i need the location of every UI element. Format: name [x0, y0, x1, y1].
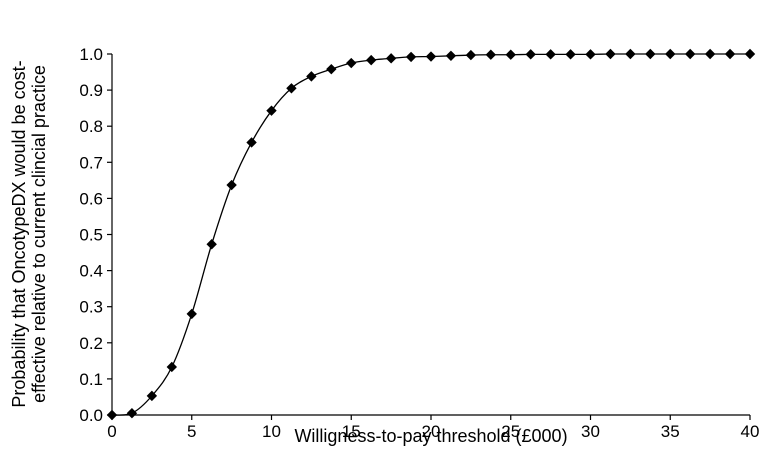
series [106, 48, 756, 421]
data-point-marker [665, 48, 676, 60]
y-tick-label: 0.4 [79, 262, 103, 281]
data-point-marker [425, 51, 437, 62]
data-point-marker [525, 49, 536, 60]
x-tick-label: 35 [661, 422, 680, 441]
data-point-marker [545, 49, 556, 60]
data-point-marker [684, 48, 696, 60]
data-point-marker [266, 105, 277, 116]
y-tick-label: 0.7 [79, 153, 103, 172]
data-point-marker [465, 49, 477, 61]
data-point-marker [605, 48, 616, 60]
x-tick-label: 0 [107, 422, 116, 441]
data-point-marker [206, 239, 217, 250]
data-point-marker [306, 71, 317, 82]
x-axis-label: Willigness-to-pay threshold (£000) [294, 426, 567, 446]
data-point-marker [365, 54, 377, 66]
data-point-marker [146, 390, 158, 402]
x-tick-label: 25 [501, 422, 520, 441]
y-tick-label: 0.3 [79, 298, 103, 317]
y-tick-label: 1.0 [79, 45, 103, 64]
y-axis-ticks: 0.0 0.1 0.2 0.3 0.4 0.5 0.6 0.7 0.8 0.9 1.0 [79, 45, 112, 425]
data-point-marker [445, 50, 457, 62]
data-point-marker [106, 409, 118, 421]
data-point-marker [166, 361, 178, 373]
x-axis-ticks: 0 5 10 15 20 25 30 35 40 [107, 415, 759, 441]
x-tick-label: 20 [422, 422, 441, 441]
data-point-marker [286, 83, 297, 94]
data-point-marker [485, 49, 497, 60]
data-point-marker [385, 53, 397, 64]
y-tick-label: 0.2 [79, 334, 103, 353]
x-tick-label: 5 [187, 422, 196, 441]
data-point-marker [226, 179, 237, 191]
axes [111, 54, 750, 416]
data-point-marker [505, 49, 516, 60]
data-point-marker [744, 48, 756, 60]
y-axis-label-line-2: effective relative to current clincial p… [29, 65, 49, 403]
y-tick-label: 0.0 [79, 406, 103, 425]
y-tick-label: 0.5 [79, 226, 103, 245]
y-tick-label: 0.1 [79, 370, 103, 389]
y-tick-label: 0.9 [79, 81, 103, 100]
data-point-marker [246, 137, 257, 148]
y-axis-label-line-1: Probability that OncotypeDX would be cos… [9, 60, 29, 407]
data-point-marker [724, 48, 736, 60]
x-tick-label: 30 [581, 422, 600, 441]
x-tick-label: 15 [342, 422, 361, 441]
x-tick-label: 10 [262, 422, 281, 441]
y-tick-label: 0.8 [79, 117, 103, 136]
data-point-marker [704, 48, 716, 60]
data-point-marker [565, 49, 576, 60]
data-point-marker [625, 48, 636, 60]
data-point-marker [126, 407, 138, 419]
data-point-marker [326, 63, 337, 75]
x-tick-label: 40 [741, 422, 760, 441]
data-point-marker [585, 49, 596, 60]
data-point-marker [645, 48, 656, 60]
y-axis-label: Probability that OncotypeDX would be cos… [9, 60, 49, 407]
data-point-marker [405, 51, 417, 63]
data-point-marker [186, 308, 197, 320]
y-tick-label: 0.6 [79, 189, 103, 208]
data-point-marker [346, 57, 357, 69]
series-line [111, 53, 750, 416]
